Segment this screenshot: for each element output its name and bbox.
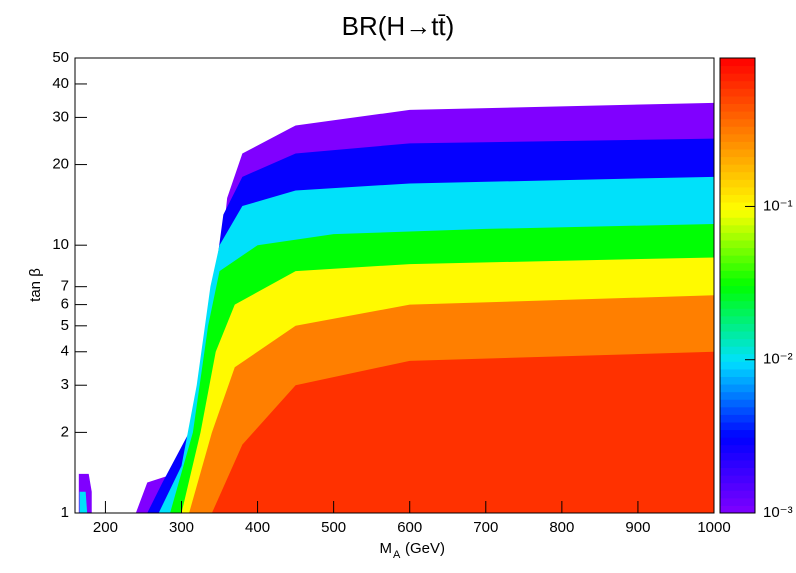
- colorbar-strip: [720, 384, 755, 393]
- y-tick-label: 3: [61, 376, 69, 393]
- colorbar-strip: [720, 490, 755, 499]
- z-tick-label: 10⁻¹: [763, 197, 793, 214]
- colorbar-strip: [720, 399, 755, 408]
- colorbar-strip: [720, 475, 755, 484]
- colorbar-strip: [720, 376, 755, 385]
- z-tick-label: 10⁻²: [763, 351, 793, 368]
- colorbar-strip: [720, 277, 755, 286]
- colorbar-strip: [720, 65, 755, 74]
- x-tick-label: 700: [473, 519, 498, 536]
- colorbar-strip: [720, 285, 755, 294]
- y-tick-label: 5: [61, 317, 69, 334]
- x-tick-label: 600: [397, 519, 422, 536]
- colorbar-strip: [720, 422, 755, 431]
- colorbar-strip: [720, 429, 755, 438]
- contour-region: [79, 491, 88, 513]
- colorbar-strip: [720, 361, 755, 370]
- colorbar-strip: [720, 437, 755, 446]
- colorbar-strip: [720, 323, 755, 332]
- colorbar-strip: [720, 353, 755, 362]
- y-tick-label: 10: [52, 236, 69, 253]
- colorbar-strip: [720, 444, 755, 453]
- colorbar-strip: [720, 133, 755, 142]
- y-tick-label: 1: [61, 504, 69, 521]
- colorbar-strip: [720, 315, 755, 324]
- y-tick-label: 7: [61, 278, 69, 295]
- colorbar-strip: [720, 80, 755, 89]
- x-tick-label: 1000: [697, 519, 730, 536]
- colorbar-strip: [720, 452, 755, 461]
- colorbar-strip: [720, 209, 755, 218]
- colorbar-strip: [720, 338, 755, 347]
- colorbar-strip: [720, 186, 755, 195]
- x-axis-label-unit: (GeV): [405, 540, 445, 557]
- y-tick-label: 2: [61, 423, 69, 440]
- colorbar-strip: [720, 141, 755, 150]
- colorbar-strip: [720, 156, 755, 165]
- plot-frame: [74, 57, 715, 514]
- colorbar-strip: [720, 111, 755, 120]
- colorbar-strip: [720, 406, 755, 415]
- x-tick-label: 400: [245, 519, 270, 536]
- colorbar-strip: [720, 232, 755, 241]
- colorbar-strip: [720, 240, 755, 249]
- colorbar-strip: [720, 255, 755, 264]
- colorbar-strip: [720, 368, 755, 377]
- colorbar-strip: [720, 58, 755, 67]
- y-tick-label: 6: [61, 296, 69, 313]
- colorbar-strip: [720, 103, 755, 112]
- y-tick-label: 20: [52, 156, 69, 173]
- colorbar-strip: [720, 391, 755, 400]
- x-tick-label: 500: [321, 519, 346, 536]
- colorbar-strip: [720, 414, 755, 423]
- colorbar-strip: [720, 95, 755, 104]
- x-tick-label: 800: [549, 519, 574, 536]
- x-axis-label: M: [380, 540, 393, 557]
- x-tick-label: 200: [93, 519, 118, 536]
- colorbar-strip: [720, 164, 755, 173]
- colorbar-strip: [720, 467, 755, 476]
- colorbar-strip: [720, 247, 755, 256]
- y-tick-label: 40: [52, 75, 69, 92]
- chart-title: BR(H→tt̄): [342, 11, 455, 41]
- colorbar-strip: [720, 118, 755, 127]
- z-tick-label: 10⁻³: [763, 504, 793, 521]
- colorbar-strip: [720, 482, 755, 491]
- colorbar-strip: [720, 308, 755, 317]
- colorbar-strip: [720, 300, 755, 309]
- colorbar-strip: [720, 346, 755, 355]
- colorbar-strip: [720, 459, 755, 468]
- colorbar-strip: [720, 293, 755, 302]
- colorbar-strip: [720, 179, 755, 188]
- colorbar-strip: [720, 149, 755, 158]
- colorbar-strip: [720, 73, 755, 82]
- y-tick-label: 4: [61, 343, 69, 360]
- colorbar-strip: [720, 505, 755, 514]
- y-tick-label: 50: [52, 49, 69, 66]
- colorbar-strip: [720, 202, 755, 211]
- colorbar-strip: [720, 126, 755, 135]
- colorbar-strip: [720, 331, 755, 340]
- colorbar-strip: [720, 497, 755, 506]
- colorbar-strip: [720, 194, 755, 203]
- y-tick-label: 30: [52, 108, 69, 125]
- colorbar-strip: [720, 270, 755, 279]
- colorbar-frame: [719, 57, 756, 514]
- colorbar-strip: [720, 171, 755, 180]
- contour-region: [211, 351, 714, 513]
- y-axis-label: tan β: [27, 268, 44, 302]
- colorbar-strip: [720, 217, 755, 226]
- colorbar-strip: [720, 88, 755, 97]
- colorbar-strip: [720, 224, 755, 233]
- x-tick-label: 300: [169, 519, 194, 536]
- x-tick-label: 900: [625, 519, 650, 536]
- colorbar-strip: [720, 262, 755, 271]
- x-axis-label-sub: A: [393, 549, 401, 561]
